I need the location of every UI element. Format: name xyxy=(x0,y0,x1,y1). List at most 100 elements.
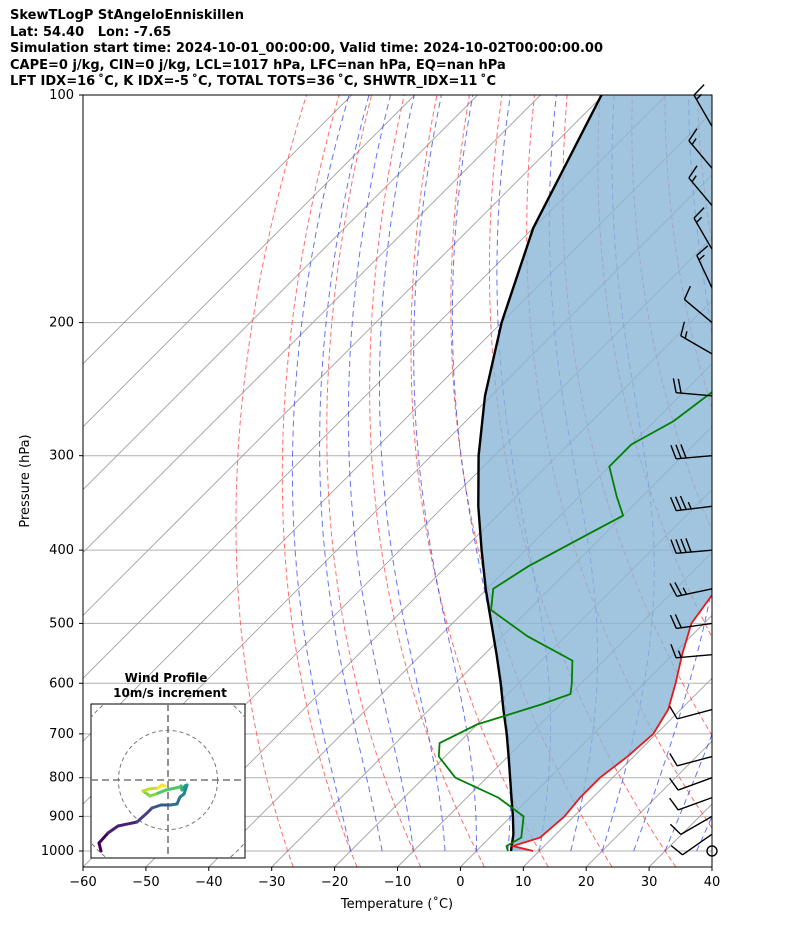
barb-feather xyxy=(674,496,682,511)
barb-half-feather xyxy=(677,650,682,658)
x-tick-label: −40 xyxy=(195,875,222,890)
wind-barb xyxy=(670,833,713,856)
indices-line-2: LFT IDX=16 ˚C, K IDX=-5 ˚C, TOTAL TOTS=3… xyxy=(10,74,497,89)
hodograph-segment xyxy=(97,831,110,845)
wind-barb xyxy=(669,706,713,720)
barb-staff xyxy=(693,217,713,250)
barb-half-feather xyxy=(695,93,703,100)
y-tick-label: 200 xyxy=(49,316,74,331)
barb-staff xyxy=(676,622,713,630)
dry-adiabat xyxy=(235,95,307,867)
barb-staff xyxy=(680,335,713,355)
barb-staff xyxy=(676,654,713,659)
dry-adiabat xyxy=(730,95,794,867)
barb-feather xyxy=(688,165,698,179)
x-tick-label: −60 xyxy=(69,875,96,890)
isotherm xyxy=(83,95,604,617)
barb-staff xyxy=(676,588,713,597)
barb-feather xyxy=(675,444,682,459)
x-tick-label: −10 xyxy=(384,875,411,890)
hodograph-segment xyxy=(147,786,160,791)
wind-barb xyxy=(683,285,713,324)
x-tick-label: −20 xyxy=(321,875,348,890)
dry-adiabat xyxy=(450,95,613,867)
x-tick-label: −50 xyxy=(132,875,159,890)
y-tick-label: 300 xyxy=(49,449,74,464)
moist-adiabat xyxy=(347,95,414,852)
dry-adiabat xyxy=(763,95,794,867)
y-tick-label: 800 xyxy=(49,771,74,786)
hodograph-segment xyxy=(164,785,182,792)
dewpoint-line xyxy=(437,390,712,852)
hodograph-subtitle: 10m/s increment xyxy=(113,686,227,700)
barb-staff xyxy=(676,392,713,397)
barb-staff xyxy=(683,298,713,324)
barb-feather xyxy=(669,614,677,629)
moist-adiabat xyxy=(319,95,383,852)
barb-half-feather xyxy=(691,138,697,145)
x-tick-label: 30 xyxy=(641,875,658,890)
barb-feather xyxy=(693,207,705,219)
hodograph-segment xyxy=(106,824,120,835)
x-axis-label: Temperature (˚C) xyxy=(340,896,453,912)
y-tick-label: 700 xyxy=(49,727,74,742)
moist-adiabat xyxy=(291,95,352,852)
barb-feather xyxy=(670,444,677,460)
barb-feather xyxy=(688,128,698,142)
y-tick-label: 900 xyxy=(49,809,74,824)
barb-staff xyxy=(680,815,713,835)
barb-feather xyxy=(670,539,677,554)
wind-barb xyxy=(688,165,713,206)
wind-barb xyxy=(669,614,713,630)
hodograph-title: Wind Profile xyxy=(125,671,208,685)
hodograph-segment xyxy=(135,811,149,824)
time-line: Simulation start time: 2024-10-01_00:00:… xyxy=(10,41,603,56)
barb-feather xyxy=(669,752,678,767)
barb-staff xyxy=(676,454,713,460)
barb-staff xyxy=(693,94,713,127)
barb-feather xyxy=(669,706,678,720)
indices-line-1: CAPE=0 j/kg, CIN=0 j/kg, LCL=1017 hPa, L… xyxy=(10,57,506,73)
hodograph-segment xyxy=(150,803,163,810)
barb-feather xyxy=(680,321,686,337)
hodograph-segment xyxy=(160,783,167,788)
barb-half-feather xyxy=(691,175,697,183)
wind-barb xyxy=(669,796,713,811)
isotherm xyxy=(334,488,712,867)
barb-feather xyxy=(677,378,682,394)
barb-staff xyxy=(677,796,713,811)
barb-staff xyxy=(677,777,713,791)
isotherm xyxy=(522,677,712,867)
chart-title-block: SkewTLogP StAngeloEnniskillen Lat: 54.40… xyxy=(10,8,603,91)
moist-adiabat xyxy=(379,95,446,852)
y-tick-label: 1000 xyxy=(41,844,74,859)
barb-feather xyxy=(680,538,687,553)
barb-half-feather xyxy=(695,216,703,223)
wind-barb xyxy=(693,207,713,250)
wind-barb xyxy=(669,815,713,835)
barb-feather xyxy=(669,497,677,511)
barb-staff xyxy=(676,549,713,554)
y-tick-label: 100 xyxy=(49,88,74,103)
calm-wind-circle xyxy=(706,845,718,857)
barb-feather xyxy=(670,643,677,659)
barb-staff xyxy=(677,708,713,720)
hodograph-plot xyxy=(91,704,245,858)
wind-barb xyxy=(669,582,713,597)
barb-staff xyxy=(677,755,713,767)
cin-cape-shading xyxy=(478,95,712,851)
y-tick-label: 600 xyxy=(49,676,74,691)
x-tick-label: 40 xyxy=(704,875,721,890)
dry-adiabat xyxy=(326,95,422,867)
barb-staff xyxy=(696,255,713,289)
moist-adiabat xyxy=(413,95,477,851)
location-line: Lat: 54.40 Lon: -7.65 xyxy=(10,24,172,40)
barb-feather xyxy=(674,614,682,629)
wind-barb xyxy=(669,777,713,791)
wind-barb xyxy=(693,84,713,127)
chart-title: SkewTLogP StAngeloEnniskillen xyxy=(10,8,244,23)
y-axis-label: Pressure (hPa) xyxy=(18,434,33,527)
dry-adiabat xyxy=(281,95,358,867)
parcel-profile-line xyxy=(477,95,603,852)
